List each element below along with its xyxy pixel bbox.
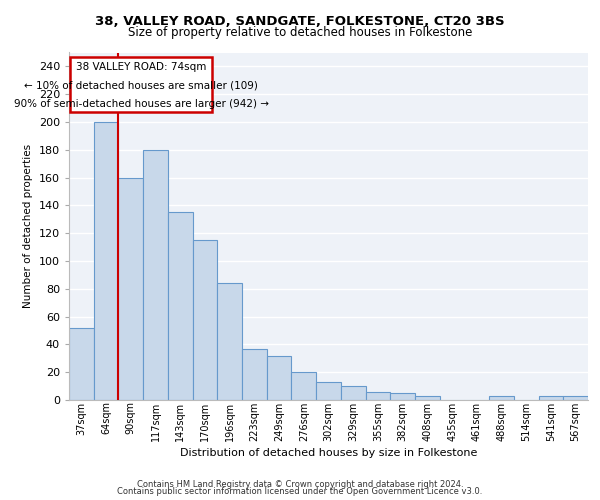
Bar bbox=[193, 240, 217, 400]
Bar bbox=[390, 393, 415, 400]
Bar bbox=[563, 396, 588, 400]
Text: Contains public sector information licensed under the Open Government Licence v3: Contains public sector information licen… bbox=[118, 488, 482, 496]
Text: 38 VALLEY ROAD: 74sqm: 38 VALLEY ROAD: 74sqm bbox=[76, 62, 206, 72]
FancyBboxPatch shape bbox=[70, 56, 212, 112]
Bar bbox=[118, 178, 143, 400]
Text: 38, VALLEY ROAD, SANDGATE, FOLKESTONE, CT20 3BS: 38, VALLEY ROAD, SANDGATE, FOLKESTONE, C… bbox=[95, 15, 505, 28]
Bar bbox=[539, 396, 563, 400]
Text: ← 10% of detached houses are smaller (109): ← 10% of detached houses are smaller (10… bbox=[25, 81, 258, 91]
Bar bbox=[94, 122, 118, 400]
Text: 90% of semi-detached houses are larger (942) →: 90% of semi-detached houses are larger (… bbox=[14, 100, 269, 110]
Y-axis label: Number of detached properties: Number of detached properties bbox=[23, 144, 33, 308]
Bar bbox=[365, 392, 390, 400]
Bar bbox=[217, 283, 242, 400]
Bar bbox=[242, 348, 267, 400]
X-axis label: Distribution of detached houses by size in Folkestone: Distribution of detached houses by size … bbox=[180, 448, 477, 458]
Bar bbox=[316, 382, 341, 400]
Bar bbox=[489, 396, 514, 400]
Bar bbox=[143, 150, 168, 400]
Bar bbox=[292, 372, 316, 400]
Bar bbox=[168, 212, 193, 400]
Bar bbox=[415, 396, 440, 400]
Text: Contains HM Land Registry data © Crown copyright and database right 2024.: Contains HM Land Registry data © Crown c… bbox=[137, 480, 463, 489]
Bar bbox=[69, 328, 94, 400]
Text: Size of property relative to detached houses in Folkestone: Size of property relative to detached ho… bbox=[128, 26, 472, 39]
Bar bbox=[341, 386, 365, 400]
Bar bbox=[267, 356, 292, 400]
